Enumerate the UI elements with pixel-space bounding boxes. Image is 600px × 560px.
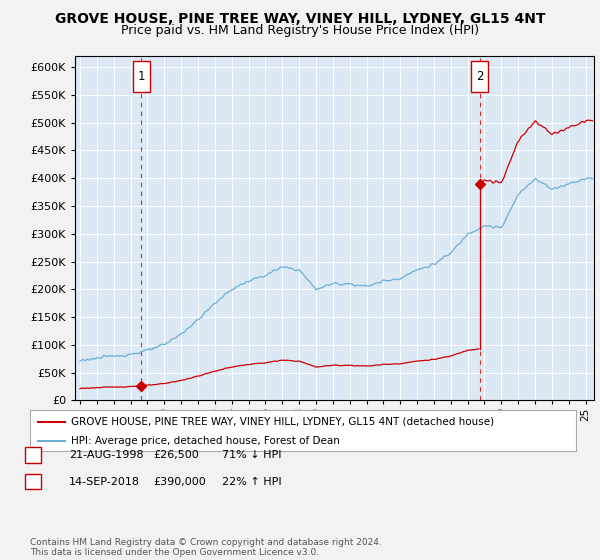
Text: Contains HM Land Registry data © Crown copyright and database right 2024.
This d: Contains HM Land Registry data © Crown c… [30,538,382,557]
Text: 21-AUG-1998: 21-AUG-1998 [69,450,143,460]
Text: £26,500: £26,500 [153,450,199,460]
FancyBboxPatch shape [133,61,150,92]
Text: GROVE HOUSE, PINE TREE WAY, VINEY HILL, LYDNEY, GL15 4NT (detached house): GROVE HOUSE, PINE TREE WAY, VINEY HILL, … [71,417,494,427]
Text: GROVE HOUSE, PINE TREE WAY, VINEY HILL, LYDNEY, GL15 4NT: GROVE HOUSE, PINE TREE WAY, VINEY HILL, … [55,12,545,26]
Text: 14-SEP-2018: 14-SEP-2018 [69,477,140,487]
Text: HPI: Average price, detached house, Forest of Dean: HPI: Average price, detached house, Fore… [71,436,340,446]
Text: 1: 1 [138,70,145,83]
Text: 1: 1 [29,450,37,460]
Text: 71% ↓ HPI: 71% ↓ HPI [222,450,281,460]
Text: £390,000: £390,000 [153,477,206,487]
Text: 2: 2 [476,70,484,83]
Text: 22% ↑ HPI: 22% ↑ HPI [222,477,281,487]
Text: 2: 2 [29,477,37,487]
FancyBboxPatch shape [471,61,488,92]
Text: Price paid vs. HM Land Registry's House Price Index (HPI): Price paid vs. HM Land Registry's House … [121,24,479,36]
